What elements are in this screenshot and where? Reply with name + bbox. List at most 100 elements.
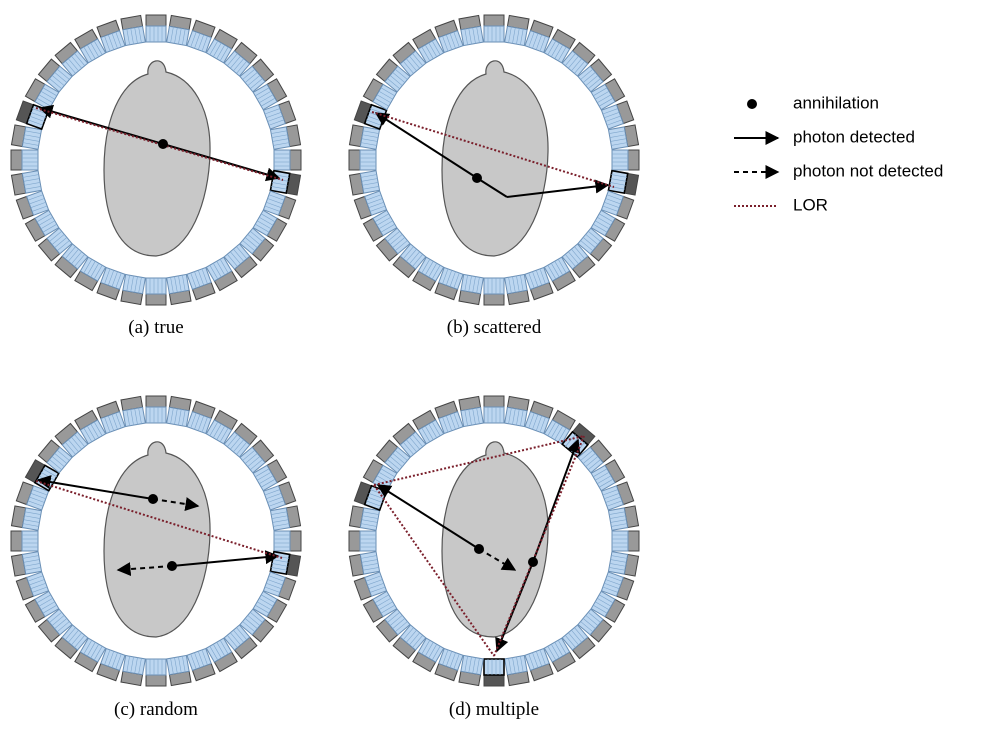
detector-block bbox=[274, 531, 301, 551]
detector-block bbox=[146, 396, 166, 423]
detector-crystal bbox=[22, 127, 41, 149]
detector-block bbox=[11, 506, 41, 530]
detector-crystal bbox=[167, 407, 189, 426]
detector-block bbox=[270, 506, 300, 530]
detector-block bbox=[121, 655, 145, 685]
scanner-panel bbox=[349, 15, 639, 305]
detector-housing bbox=[484, 15, 504, 26]
detector-housing bbox=[11, 531, 22, 551]
detector-crystal bbox=[461, 655, 483, 674]
detector-block bbox=[484, 15, 504, 42]
detector-block bbox=[505, 655, 529, 685]
detector-crystal bbox=[270, 171, 289, 193]
detector-block bbox=[270, 125, 300, 149]
detector-block bbox=[505, 396, 529, 426]
annihilation-point bbox=[148, 494, 158, 504]
detector-block bbox=[146, 278, 166, 305]
detector-crystal bbox=[123, 26, 145, 45]
detector-block bbox=[121, 396, 145, 426]
panels bbox=[11, 15, 639, 686]
caption: (d) multiple bbox=[449, 699, 539, 720]
detector-housing bbox=[11, 150, 22, 170]
annihilation-point bbox=[167, 561, 177, 571]
detector-block bbox=[146, 659, 166, 686]
annihilation-point bbox=[158, 139, 168, 149]
detector-housing bbox=[290, 531, 301, 551]
detector-crystal bbox=[167, 26, 189, 45]
head bbox=[442, 442, 548, 637]
legend-label: LOR bbox=[793, 195, 828, 214]
detector-block bbox=[349, 125, 379, 149]
detector-crystal bbox=[146, 407, 166, 423]
legend-label: photon not detected bbox=[793, 161, 943, 180]
detector-block bbox=[505, 274, 529, 304]
detector-crystal bbox=[167, 655, 189, 674]
detector-housing bbox=[484, 294, 504, 305]
scanner-panel bbox=[11, 396, 301, 686]
detector-crystal bbox=[274, 531, 290, 551]
detector-block bbox=[11, 125, 41, 149]
head bbox=[104, 61, 210, 256]
detector-crystal bbox=[22, 508, 41, 530]
detector-block bbox=[484, 396, 504, 423]
head bbox=[104, 442, 210, 637]
caption: (b) scattered bbox=[447, 317, 542, 338]
detector-block bbox=[167, 396, 191, 426]
detector-block bbox=[11, 531, 38, 551]
figure: (a) true (b) scattered (c) random (d) mu… bbox=[0, 0, 983, 731]
detector-block bbox=[608, 552, 638, 576]
detector-crystal bbox=[123, 407, 145, 426]
detector-block bbox=[274, 150, 301, 170]
scanner-panel bbox=[11, 15, 301, 305]
detector-housing bbox=[484, 675, 504, 686]
caption: (a) true bbox=[128, 317, 183, 338]
detector-crystal bbox=[505, 26, 527, 45]
detector-crystal bbox=[484, 659, 504, 675]
detector-block bbox=[270, 171, 300, 195]
detector-block bbox=[608, 506, 638, 530]
detector-crystal bbox=[608, 127, 627, 149]
detector-block bbox=[11, 150, 38, 170]
detector-crystal bbox=[360, 531, 376, 551]
scanner-panel bbox=[349, 396, 639, 686]
caption: (c) random bbox=[114, 699, 198, 720]
legend-label: annihilation bbox=[793, 93, 879, 112]
detector-block bbox=[349, 150, 376, 170]
detector-crystal bbox=[360, 150, 376, 170]
detector-block bbox=[608, 125, 638, 149]
detector-housing bbox=[146, 396, 166, 407]
legend: annihilation photon detected photon not … bbox=[734, 93, 943, 214]
detector-crystal bbox=[360, 552, 379, 574]
detector-crystal bbox=[484, 26, 504, 42]
detector-block bbox=[505, 15, 529, 45]
detector-housing bbox=[146, 294, 166, 305]
detector-housing bbox=[349, 531, 360, 551]
head bbox=[442, 61, 548, 256]
detector-crystal bbox=[360, 127, 379, 149]
detector-crystal bbox=[461, 26, 483, 45]
legend-label: photon detected bbox=[793, 127, 915, 146]
detector-housing bbox=[290, 150, 301, 170]
detector-block bbox=[167, 15, 191, 45]
detector-block bbox=[612, 150, 639, 170]
detector-block bbox=[349, 552, 379, 576]
detector-block bbox=[484, 278, 504, 305]
detector-crystal bbox=[461, 407, 483, 426]
detector-crystal bbox=[612, 150, 628, 170]
detector-crystal bbox=[505, 407, 527, 426]
detector-block bbox=[612, 531, 639, 551]
detector-crystal bbox=[146, 278, 166, 294]
detector-block bbox=[121, 274, 145, 304]
detector-block bbox=[349, 506, 379, 530]
detector-block bbox=[167, 655, 191, 685]
detector-block bbox=[608, 171, 638, 195]
detector-crystal bbox=[505, 655, 527, 674]
detector-housing bbox=[146, 15, 166, 26]
detector-crystal bbox=[22, 531, 38, 551]
detector-crystal bbox=[146, 659, 166, 675]
detector-crystal bbox=[608, 508, 627, 530]
detector-block bbox=[459, 396, 483, 426]
detector-block bbox=[349, 531, 376, 551]
detector-crystal bbox=[22, 150, 38, 170]
detector-crystal bbox=[461, 274, 483, 293]
